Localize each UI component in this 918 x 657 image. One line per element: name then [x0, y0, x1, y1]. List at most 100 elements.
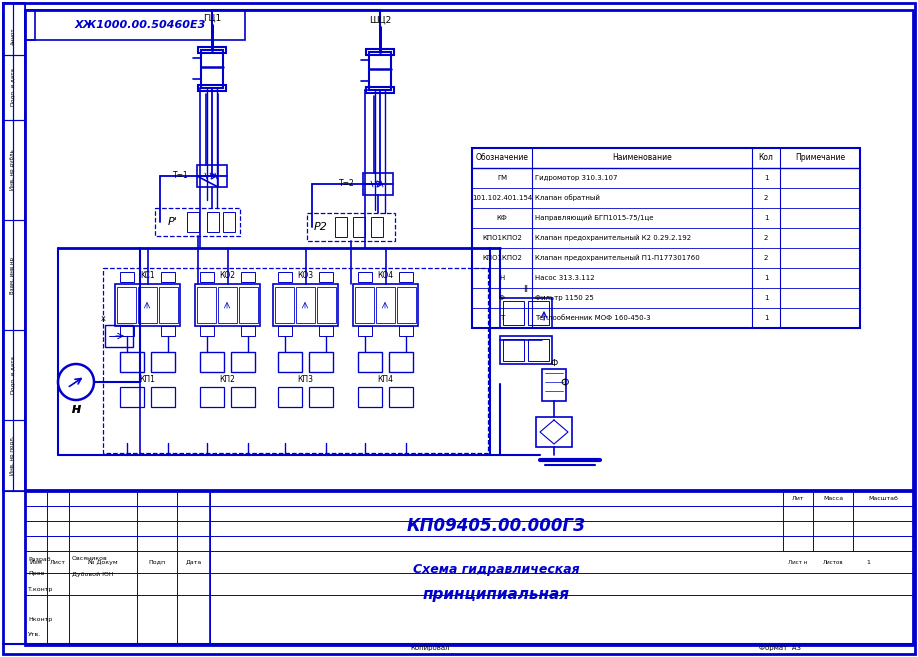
Text: Примечание: Примечание [795, 154, 845, 162]
Text: 1: 1 [764, 275, 768, 281]
Bar [120, 352, 144, 372]
Text: 101.102.401.154: 101.102.401.154 [472, 195, 532, 201]
Bar [120, 272, 134, 282]
Bar [25, 10, 35, 40]
Text: Фильтр 1150 25: Фильтр 1150 25 [535, 295, 594, 301]
Text: Наименование: Наименование [612, 154, 672, 162]
Bar [335, 217, 347, 237]
Text: Обозначение: Обозначение [476, 154, 529, 162]
Text: КП4: КП4 [377, 376, 394, 384]
Text: Ф: Ф [499, 295, 505, 301]
Bar [309, 352, 333, 372]
Text: Клапан предохранительный П1-П177301760: Клапан предохранительный П1-П177301760 [535, 255, 700, 261]
Bar [542, 369, 566, 401]
Text: ГЦ1: ГЦ1 [203, 14, 221, 22]
Text: 1: 1 [764, 175, 768, 181]
Bar [528, 301, 549, 325]
Bar [120, 326, 134, 336]
Text: Аннот.: Аннот. [10, 26, 16, 45]
Bar [3, 120, 13, 220]
Bar [472, 148, 860, 328]
Text: Взам. инв нр: Взам. инв нр [10, 256, 16, 294]
Text: ШЦ2: ШЦ2 [369, 16, 391, 24]
Bar [358, 272, 372, 282]
Text: Подп. и дата: Подп. и дата [10, 68, 16, 106]
Bar [399, 326, 413, 336]
Bar [358, 352, 382, 372]
Bar [3, 55, 13, 120]
Text: Изм: Изм [29, 560, 42, 564]
Bar [195, 284, 260, 326]
Text: Разраб: Разраб [28, 556, 50, 562]
Bar [151, 387, 175, 407]
Bar [117, 287, 136, 323]
Bar [161, 326, 175, 336]
Bar [536, 417, 572, 447]
Bar [13, 220, 25, 330]
Bar [3, 330, 13, 420]
Text: T=2: T=2 [340, 179, 355, 189]
Bar [207, 212, 219, 232]
Bar [3, 220, 13, 330]
Bar [200, 352, 224, 372]
Text: Масса: Масса [823, 497, 843, 501]
Text: 2: 2 [764, 255, 768, 261]
Text: H: H [72, 405, 80, 415]
Bar [13, 3, 25, 55]
Bar [13, 330, 25, 420]
Text: Копировал: Копировал [410, 645, 450, 651]
Bar [3, 3, 25, 491]
Text: Направляющий БГП1015-75/1це: Направляющий БГП1015-75/1це [535, 215, 654, 221]
Bar [317, 287, 336, 323]
Text: Клапан предохранительный К2 0.29.2.192: Клапан предохранительный К2 0.29.2.192 [535, 235, 691, 241]
Bar [120, 387, 144, 407]
Bar [358, 387, 382, 407]
Text: КП3: КП3 [297, 376, 314, 384]
Text: КП2: КП2 [219, 376, 235, 384]
Text: P2: P2 [314, 222, 328, 232]
Text: T=1: T=1 [174, 171, 189, 181]
Text: КО4: КО4 [377, 271, 394, 281]
Bar [278, 352, 302, 372]
Text: КО3: КО3 [297, 271, 314, 281]
Bar [3, 420, 13, 491]
Bar [25, 10, 245, 40]
Text: КФ: КФ [497, 215, 508, 221]
Bar [309, 387, 333, 407]
Text: Клапан обратный: Клапан обратный [535, 194, 599, 202]
Text: Овсяников: Овсяников [72, 556, 107, 562]
Bar [296, 287, 315, 323]
Bar [376, 287, 395, 323]
Text: 1: 1 [764, 315, 768, 321]
Text: ХЖ1000.00.50460Е3: ХЖ1000.00.50460Е3 [74, 20, 206, 30]
Text: Пров: Пров [28, 572, 44, 576]
Bar [218, 287, 237, 323]
Text: Дата: Дата [185, 560, 202, 564]
Bar [25, 10, 913, 490]
Bar [155, 208, 240, 236]
Text: Подп. и дата: Подп. и дата [10, 356, 16, 394]
Bar [366, 87, 394, 93]
Bar [25, 491, 913, 645]
Bar [389, 352, 413, 372]
Bar [138, 287, 157, 323]
Text: Инв. нр дубль: Инв. нр дубль [10, 150, 16, 191]
Bar [500, 336, 552, 364]
Bar [239, 287, 258, 323]
Bar [3, 3, 13, 55]
Bar [159, 287, 178, 323]
Bar [363, 173, 393, 195]
Bar [200, 272, 214, 282]
Bar [358, 326, 372, 336]
Bar [201, 50, 223, 88]
Text: 1: 1 [866, 560, 870, 564]
Bar [278, 272, 292, 282]
Bar [319, 326, 333, 336]
Text: Гидромотор 310.3.107: Гидромотор 310.3.107 [535, 175, 618, 181]
Bar [13, 55, 25, 120]
Bar [187, 212, 199, 232]
Text: P': P' [168, 217, 178, 227]
Bar [307, 213, 395, 241]
Text: Ф: Ф [560, 378, 568, 388]
Text: Утв.: Утв. [28, 631, 41, 637]
